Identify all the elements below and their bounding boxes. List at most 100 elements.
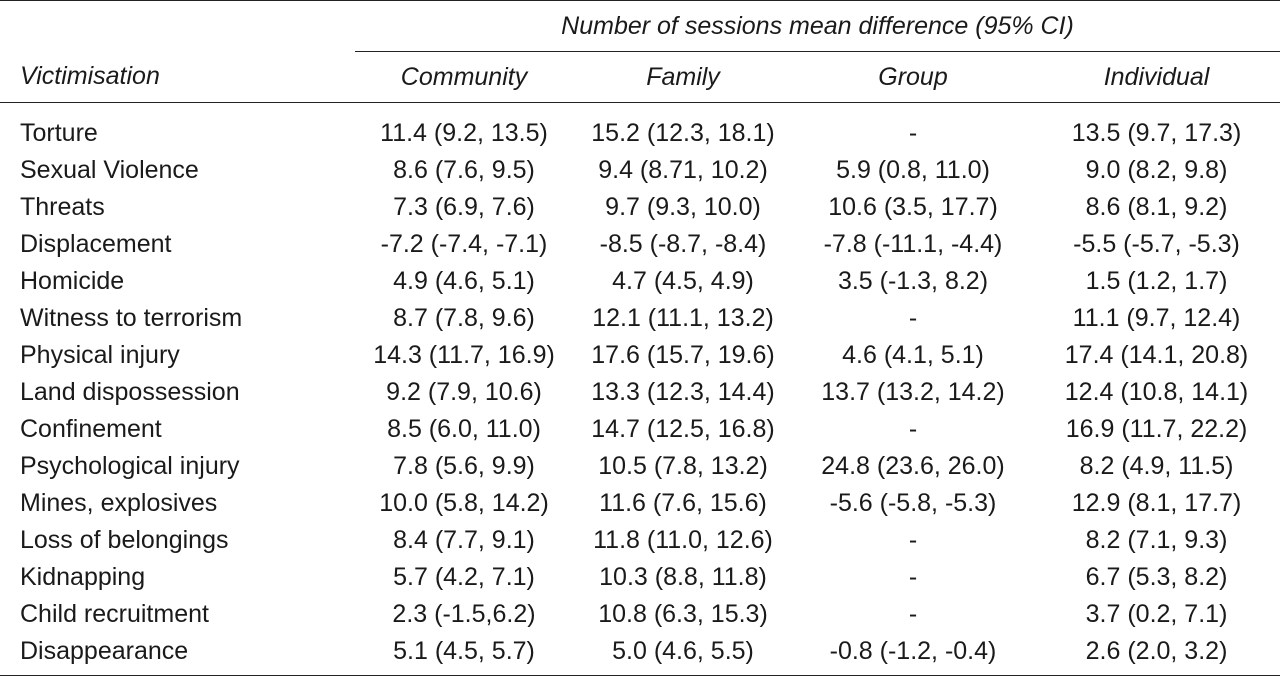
header-victimisation: Victimisation bbox=[0, 51, 355, 103]
spanner-row: Number of sessions mean difference (95% … bbox=[0, 0, 1280, 52]
row-label: Homicide bbox=[20, 267, 125, 295]
row-label: Torture bbox=[20, 119, 98, 147]
cell-community: 14.3 (11.7, 16.9) bbox=[373, 341, 555, 369]
cell-family: 5.0 (4.6, 5.5) bbox=[612, 637, 754, 665]
cell-community: 2.3 (-1.5,6.2) bbox=[392, 600, 536, 628]
cell-community: 8.7 (7.8, 9.6) bbox=[393, 304, 535, 332]
cell-group: 5.9 (0.8, 11.0) bbox=[836, 156, 990, 184]
row-label: Physical injury bbox=[20, 341, 180, 369]
cell-family: 11.6 (7.6, 15.6) bbox=[599, 489, 767, 517]
cell-family: 4.7 (4.5, 4.9) bbox=[612, 267, 754, 295]
header-family: Family bbox=[573, 51, 793, 103]
table-row: Kidnapping 5.7 (4.2, 7.1) 10.3 (8.8, 11.8)… bbox=[0, 559, 1280, 596]
row-label: Witness to terrorism bbox=[20, 304, 243, 332]
row-label: Mines, explosives bbox=[20, 489, 218, 517]
table-row: Torture 11.4 (9.2, 13.5) 15.2 (12.3, 18.1)… bbox=[0, 115, 1280, 152]
row-label: Disappearance bbox=[20, 637, 189, 665]
header-spacer bbox=[0, 103, 1280, 116]
table-row: Loss of belongings 8.4 (7.7, 9.1) 11.8 (11… bbox=[0, 522, 1280, 559]
cell-individual: 16.9 (11.7, 22.2) bbox=[1065, 415, 1248, 443]
cell-individual: 17.4 (14.1, 20.8) bbox=[1064, 341, 1249, 369]
cell-individual: 12.9 (8.1, 17.7) bbox=[1071, 489, 1242, 517]
row-label: Kidnapping bbox=[20, 563, 146, 591]
table-row: Witness to terrorism 8.7 (7.8, 9.6) 12.1 (… bbox=[0, 300, 1280, 337]
table-row: Threats 7.3 (6.9, 7.6) 9.7 (9.3, 10.0) 10.6… bbox=[0, 189, 1280, 226]
cell-group: 13.7 (13.2, 14.2) bbox=[821, 378, 1005, 406]
cell-group: -5.6 (-5.8, -5.3) bbox=[829, 489, 997, 517]
column-header-row: Victimisation Community Family Group Ind… bbox=[0, 51, 1280, 103]
cell-family: 9.7 (9.3, 10.0) bbox=[605, 193, 761, 221]
cell-group: 4.6 (4.1, 5.1) bbox=[842, 341, 984, 369]
cell-community: 11.4 (9.2, 13.5) bbox=[380, 119, 548, 147]
spanner-blank-cell bbox=[0, 0, 355, 52]
row-label: Sexual Violence bbox=[20, 156, 199, 184]
cell-group: 3.5 (-1.3, 8.2) bbox=[837, 267, 989, 295]
table-row: Psychological injury 7.8 (5.6, 9.9) 10.5 (… bbox=[0, 448, 1280, 485]
cell-family: 10.5 (7.8, 13.2) bbox=[598, 452, 768, 480]
cell-individual: 12.4 (10.8, 14.1) bbox=[1064, 378, 1249, 406]
cell-family: 9.4 (8.71, 10.2) bbox=[598, 156, 768, 184]
cell-group: 10.6 (3.5, 17.7) bbox=[828, 193, 998, 221]
cell-community: 7.8 (5.6, 9.9) bbox=[393, 452, 535, 480]
cell-group: - bbox=[908, 563, 918, 591]
cell-individual: 13.5 (9.7, 17.3) bbox=[1071, 119, 1242, 147]
cell-individual: -5.5 (-5.7, -5.3) bbox=[1073, 230, 1240, 258]
cell-individual: 8.2 (4.9, 11.5) bbox=[1079, 452, 1234, 480]
table-row: Land dispossession 9.2 (7.9, 10.6) 13.3 (1… bbox=[0, 374, 1280, 411]
header-individual: Individual bbox=[1033, 51, 1280, 103]
cell-individual: 8.6 (8.1, 9.2) bbox=[1085, 193, 1228, 221]
cell-group: - bbox=[908, 304, 918, 332]
cell-individual: 6.7 (5.3, 8.2) bbox=[1085, 563, 1228, 591]
cell-family: 12.1 (11.1, 13.2) bbox=[592, 304, 774, 332]
cell-individual: 8.2 (7.1, 9.3) bbox=[1085, 526, 1228, 554]
cell-family: 17.6 (15.7, 19.6) bbox=[591, 341, 775, 369]
cell-group: 24.8 (23.6, 26.0) bbox=[821, 452, 1005, 480]
row-label: Psychological injury bbox=[20, 452, 240, 480]
cell-group: - bbox=[908, 119, 918, 147]
cell-community: 9.2 (7.9, 10.6) bbox=[386, 378, 542, 406]
cell-group: -0.8 (-1.2, -0.4) bbox=[829, 637, 997, 665]
cell-community: 7.3 (6.9, 7.6) bbox=[393, 193, 535, 221]
cell-community: 10.0 (5.8, 14.2) bbox=[379, 489, 549, 517]
cell-community: 5.7 (4.2, 7.1) bbox=[393, 563, 535, 591]
cell-family: 14.7 (12.5, 16.8) bbox=[591, 415, 775, 443]
cell-family: 10.3 (8.8, 11.8) bbox=[599, 563, 767, 591]
table-row: Homicide 4.9 (4.6, 5.1) 4.7 (4.5, 4.9) 3.5 … bbox=[0, 263, 1280, 300]
row-label: Loss of belongings bbox=[20, 526, 229, 554]
cell-family: 10.8 (6.3, 15.3) bbox=[598, 600, 768, 628]
cell-individual: 11.1 (9.7, 12.4) bbox=[1072, 304, 1241, 332]
table-row: Confinement 8.5 (6.0, 11.0) 14.7 (12.5, 16… bbox=[0, 411, 1280, 448]
spanner-header: Number of sessions mean difference (95% … bbox=[355, 0, 1280, 52]
cell-individual: 2.6 (2.0, 3.2) bbox=[1085, 637, 1228, 665]
cell-community: 8.5 (6.0, 11.0) bbox=[387, 415, 541, 443]
table-row: Mines, explosives 10.0 (5.8, 14.2) 11.6 (7… bbox=[0, 485, 1280, 522]
row-label: Confinement bbox=[20, 415, 162, 443]
cell-community: 8.4 (7.7, 9.1) bbox=[393, 526, 535, 554]
cell-group: - bbox=[908, 415, 918, 443]
table-row: Displacement -7.2 (-7.4, -7.1) -8.5 (-8.7,… bbox=[0, 226, 1280, 263]
cell-community: -7.2 (-7.4, -7.1) bbox=[380, 230, 548, 258]
cell-group: - bbox=[908, 600, 918, 628]
cell-individual: 1.5 (1.2, 1.7) bbox=[1085, 267, 1228, 295]
cell-family: 11.8 (11.0, 12.6) bbox=[593, 526, 773, 554]
header-group: Group bbox=[793, 51, 1033, 103]
table-row: Sexual Violence 8.6 (7.6, 9.5) 9.4 (8.71, … bbox=[0, 152, 1280, 189]
row-label: Land dispossession bbox=[20, 378, 240, 406]
cell-family: -8.5 (-8.7, -8.4) bbox=[599, 230, 767, 258]
cell-group: - bbox=[908, 526, 918, 554]
row-label: Child recruitment bbox=[20, 600, 209, 628]
header-community: Community bbox=[355, 51, 573, 103]
table-row: Child recruitment 2.3 (-1.5,6.2) 10.8 (6.3… bbox=[0, 596, 1280, 633]
cell-individual: 9.0 (8.2, 9.8) bbox=[1085, 156, 1228, 184]
table-row: Physical injury 14.3 (11.7, 16.9) 17.6 (15… bbox=[0, 337, 1280, 374]
row-label: Threats bbox=[20, 193, 105, 221]
table-row: Disappearance 5.1 (4.5, 5.7) 5.0 (4.6, 5.5… bbox=[0, 633, 1280, 670]
cell-community: 4.9 (4.6, 5.1) bbox=[393, 267, 535, 295]
cell-individual: 3.7 (0.2, 7.1) bbox=[1085, 600, 1228, 628]
cell-family: 13.3 (12.3, 14.4) bbox=[591, 378, 775, 406]
cell-group: -7.8 (-11.1, -4.4) bbox=[823, 230, 1003, 258]
cell-community: 5.1 (4.5, 5.7) bbox=[393, 637, 535, 665]
cell-community: 8.6 (7.6, 9.5) bbox=[393, 156, 535, 184]
